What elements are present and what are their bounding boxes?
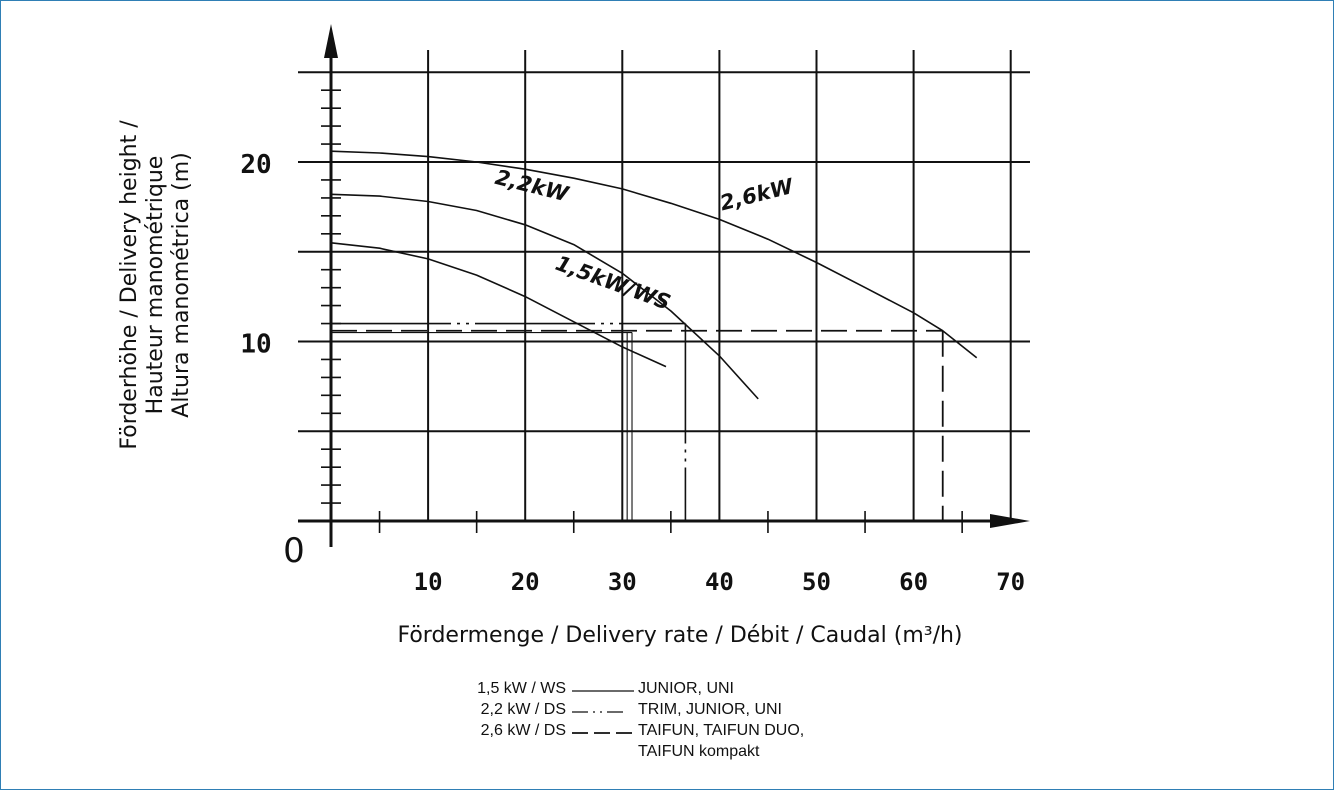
legend-line-dash-dot-dot [572, 711, 634, 713]
x-axis-arrowhead [990, 514, 1030, 528]
curve-label: 2,6kW [718, 174, 797, 215]
pump-curve [330, 150, 978, 359]
legend-label: 2,2 kW / DS [480, 701, 566, 718]
x-axis-title: Fördermenge / Delivery rate / Débit / Ca… [397, 623, 962, 648]
y-axis-arrowhead [324, 24, 338, 58]
legend-line-long-dash [572, 732, 634, 734]
pump-curve [330, 193, 759, 400]
pump-curve [330, 242, 667, 368]
y-axis-title-line-2: Hauteur manométrique [143, 156, 168, 415]
legend-description: JUNIOR, UNI [638, 680, 734, 697]
x-tick-label: 60 [899, 568, 928, 596]
y-axis-title-line-1: Förderhöhe / Delivery height / [117, 120, 142, 450]
legend-label: 2,6 kW / DS [480, 722, 566, 739]
curve-label: 1,5kW/WS [552, 251, 673, 315]
operating-point-lines [331, 322, 944, 521]
grid [298, 50, 1030, 521]
axes [298, 24, 1030, 547]
ticks [321, 89, 963, 533]
legend-description-continuation: TAIFUN kompakt [638, 743, 760, 760]
legend-label: 1,5 kW / WS [477, 680, 566, 697]
x-tick-label: 50 [802, 568, 831, 596]
legend-description: TRIM, JUNIOR, UNI [638, 701, 782, 718]
x-tick-label: 70 [996, 568, 1025, 596]
y-axis-title-line-3: Altura manométrica (m) [169, 152, 194, 417]
x-tick-label: 30 [608, 568, 637, 596]
tick-labels: 10 20 30 40 50 60 70 10 20 [240, 150, 1025, 596]
x-tick-label: 10 [414, 568, 443, 596]
x-tick-label: 40 [705, 568, 734, 596]
curve-label: 2,2kW [493, 165, 572, 206]
legend-description: TAIFUN, TAIFUN DUO, [638, 722, 805, 739]
y-axis-title: Förderhöhe / Delivery height / Hauteur m… [117, 120, 194, 450]
origin-label: 0 [283, 531, 305, 571]
legend-line-solid [572, 690, 634, 692]
y-tick-label: 20 [240, 150, 271, 180]
x-tick-label: 20 [511, 568, 540, 596]
y-tick-label: 10 [240, 330, 271, 360]
